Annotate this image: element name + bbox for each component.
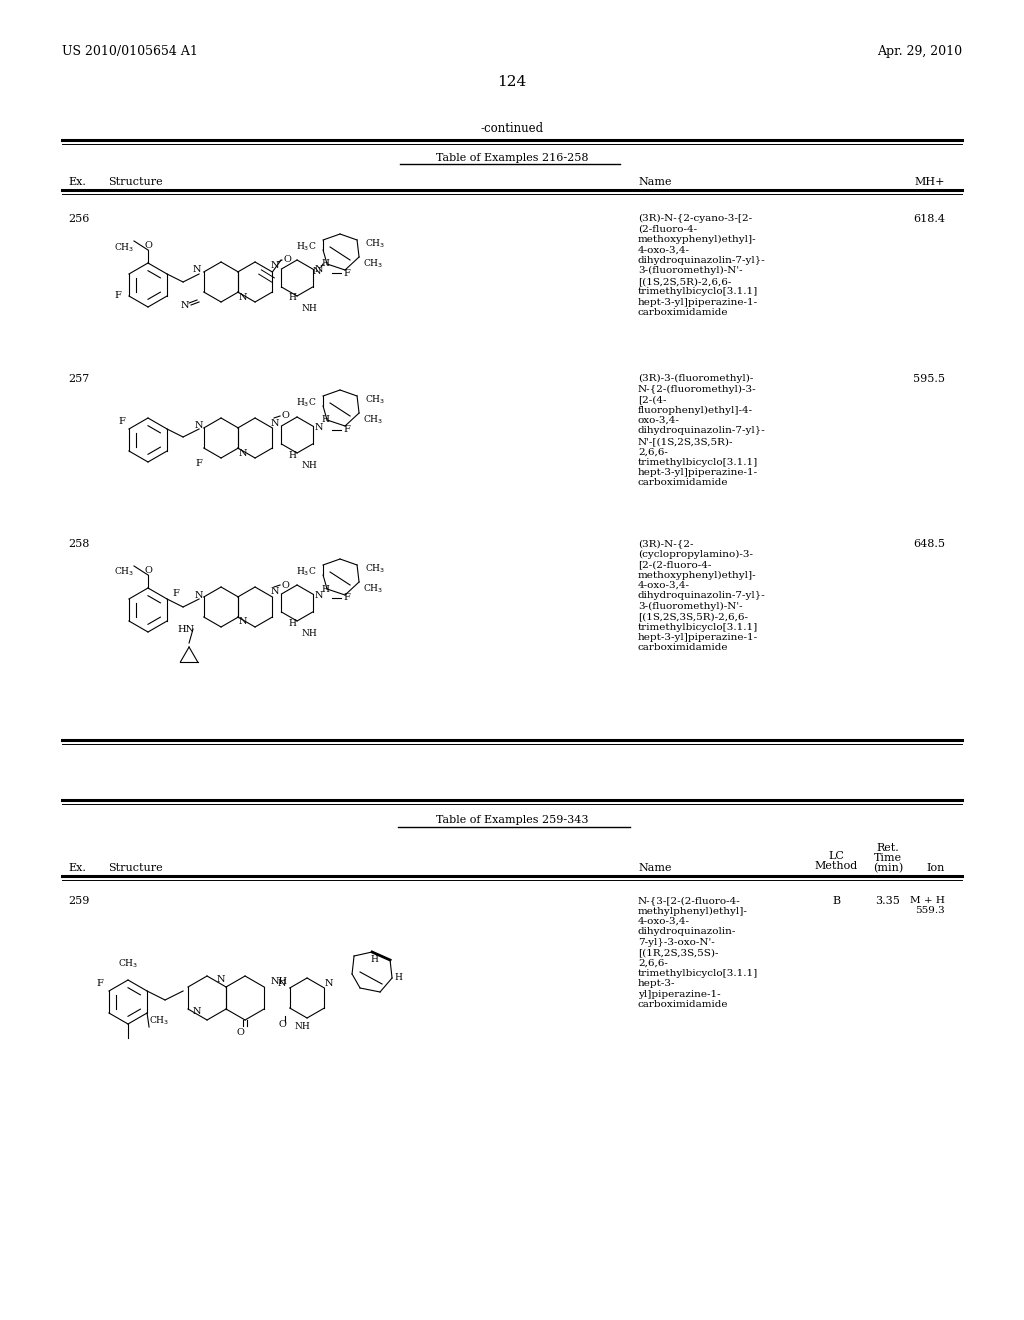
Text: N: N xyxy=(312,268,322,276)
Text: N: N xyxy=(270,261,280,271)
Text: NH: NH xyxy=(294,1022,310,1031)
Text: O: O xyxy=(237,1028,244,1038)
Text: NH: NH xyxy=(271,978,288,986)
Text: H$_3$C: H$_3$C xyxy=(297,397,317,409)
Text: CH$_3$: CH$_3$ xyxy=(365,562,385,576)
Text: H: H xyxy=(288,293,296,302)
Text: CH$_3$: CH$_3$ xyxy=(114,242,134,253)
Text: Structure: Structure xyxy=(108,863,163,873)
Text: M + H
559.3: M + H 559.3 xyxy=(910,896,945,915)
Text: -continued: -continued xyxy=(480,121,544,135)
Text: 648.5: 648.5 xyxy=(913,539,945,549)
Text: N: N xyxy=(325,979,334,989)
Text: N: N xyxy=(270,586,280,595)
Text: F: F xyxy=(343,425,350,434)
Text: N: N xyxy=(278,979,287,989)
Text: N: N xyxy=(239,449,248,458)
Text: F: F xyxy=(119,417,125,426)
Text: 259: 259 xyxy=(68,896,89,906)
Text: N: N xyxy=(315,265,324,275)
Text: B: B xyxy=(831,896,840,906)
Text: CH$_3$: CH$_3$ xyxy=(364,582,383,595)
Text: CH$_3$: CH$_3$ xyxy=(114,566,134,578)
Text: Name: Name xyxy=(638,863,672,873)
Text: H: H xyxy=(322,585,329,594)
Text: H: H xyxy=(288,450,296,459)
Text: F: F xyxy=(343,268,350,277)
Text: H: H xyxy=(394,974,402,982)
Text: F: F xyxy=(343,594,350,602)
Text: H: H xyxy=(322,416,329,425)
Text: N: N xyxy=(239,618,248,627)
Text: Ex.: Ex. xyxy=(68,863,86,873)
Text: CH$_3$: CH$_3$ xyxy=(364,257,383,271)
Text: H: H xyxy=(322,260,329,268)
Text: N: N xyxy=(315,422,324,432)
Text: 3.35: 3.35 xyxy=(876,896,900,906)
Text: NH: NH xyxy=(301,461,316,470)
Text: Table of Examples 259-343: Table of Examples 259-343 xyxy=(436,814,588,825)
Text: Table of Examples 216-258: Table of Examples 216-258 xyxy=(436,153,588,162)
Text: Ion: Ion xyxy=(927,863,945,873)
Text: N: N xyxy=(217,975,225,985)
Text: Ret.: Ret. xyxy=(877,843,899,853)
Text: O: O xyxy=(281,412,289,421)
Text: CH$_3$: CH$_3$ xyxy=(365,393,385,407)
Text: LC: LC xyxy=(828,851,844,861)
Text: Name: Name xyxy=(638,177,672,187)
Text: F: F xyxy=(96,979,103,989)
Text: N: N xyxy=(195,590,204,599)
Text: O: O xyxy=(279,1020,286,1030)
Text: N: N xyxy=(193,265,202,275)
Text: N: N xyxy=(315,590,324,599)
Text: H: H xyxy=(370,954,378,964)
Text: 258: 258 xyxy=(68,539,89,549)
Text: N: N xyxy=(239,293,248,301)
Text: CH$_3$: CH$_3$ xyxy=(118,958,138,970)
Text: 618.4: 618.4 xyxy=(913,214,945,224)
Text: MH+: MH+ xyxy=(914,177,945,187)
Text: N: N xyxy=(181,301,189,310)
Text: Ex.: Ex. xyxy=(68,177,86,187)
Text: N: N xyxy=(195,421,204,430)
Text: H: H xyxy=(288,619,296,627)
Text: (3R)-N-{2-
(cyclopropylamino)-3-
[2-(2-fluoro-4-
methoxyphenyl)ethyl]-
4-oxo-3,4: (3R)-N-{2- (cyclopropylamino)-3- [2-(2-f… xyxy=(638,539,766,652)
Text: Time: Time xyxy=(873,853,902,863)
Text: NH: NH xyxy=(301,630,316,638)
Text: (min): (min) xyxy=(872,863,903,873)
Text: H$_3$C: H$_3$C xyxy=(297,240,317,253)
Text: O: O xyxy=(281,581,289,590)
Text: O: O xyxy=(144,566,152,576)
Text: CH$_3$: CH$_3$ xyxy=(364,413,383,426)
Text: US 2010/0105654 A1: US 2010/0105654 A1 xyxy=(62,45,198,58)
Text: F: F xyxy=(196,458,203,467)
Text: F: F xyxy=(114,292,121,301)
Text: N: N xyxy=(270,418,280,428)
Text: Method: Method xyxy=(814,861,858,871)
Text: H$_3$C: H$_3$C xyxy=(297,566,317,578)
Text: 595.5: 595.5 xyxy=(913,374,945,384)
Text: N-{3-[2-(2-fluoro-4-
methylphenyl)ethyl]-
4-oxo-3,4-
dihydroquinazolin-
7-yl}-3-: N-{3-[2-(2-fluoro-4- methylphenyl)ethyl]… xyxy=(638,896,758,1010)
Text: CH$_3$: CH$_3$ xyxy=(150,1015,169,1027)
Text: 256: 256 xyxy=(68,214,89,224)
Text: Structure: Structure xyxy=(108,177,163,187)
Text: 257: 257 xyxy=(68,374,89,384)
Text: N: N xyxy=(193,1007,202,1016)
Text: O: O xyxy=(144,242,152,249)
Text: 124: 124 xyxy=(498,75,526,88)
Text: (3R)-N-{2-cyano-3-[2-
(2-fluoro-4-
methoxyphenyl)ethyl]-
4-oxo-3,4-
dihydroquina: (3R)-N-{2-cyano-3-[2- (2-fluoro-4- metho… xyxy=(638,214,766,317)
Text: (3R)-3-(fluoromethyl)-
N-{2-(fluoromethyl)-3-
[2-(4-
fluorophenyl)ethyl]-4-
oxo-: (3R)-3-(fluoromethyl)- N-{2-(fluoromethy… xyxy=(638,374,766,487)
Text: F: F xyxy=(172,590,179,598)
Text: HN: HN xyxy=(177,624,195,634)
Text: O: O xyxy=(283,256,291,264)
Text: CH$_3$: CH$_3$ xyxy=(365,238,385,251)
Text: Apr. 29, 2010: Apr. 29, 2010 xyxy=(877,45,962,58)
Text: NH: NH xyxy=(301,304,316,313)
